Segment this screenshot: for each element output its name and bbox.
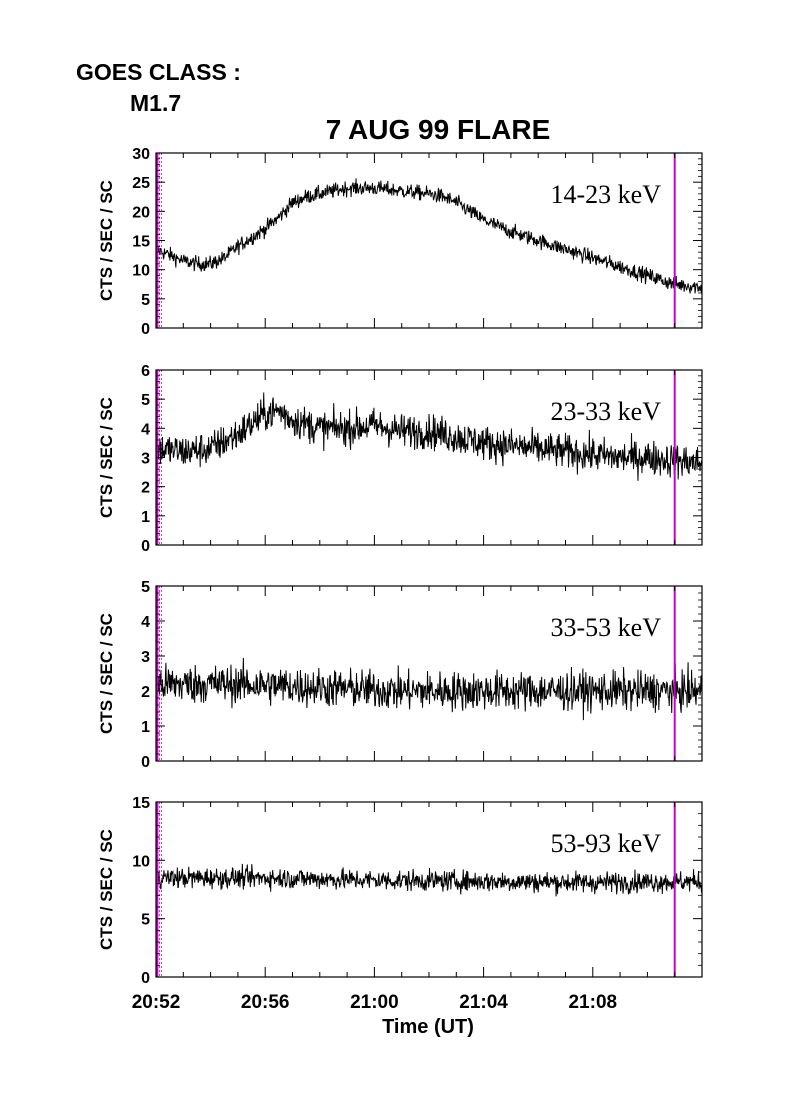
trace-line — [155, 863, 703, 897]
trace-23-33-kev — [155, 392, 703, 481]
y-tick-label: 3 — [141, 649, 150, 666]
axis-ticks: 0 1 2 3 4 5 — [141, 579, 703, 771]
y-tick-label: 15 — [132, 234, 150, 251]
axis-ticks: 0 5 10 15 20 25 30 — [132, 146, 703, 338]
y-axis-label: CTS / SEC / SC — [97, 829, 116, 950]
panel-14-23-kev: 0 5 10 15 20 25 30 14-23 keV CTS / SEC / SC — [97, 146, 703, 338]
axis-ticks: 0 1 2 3 4 5 6 — [141, 363, 703, 555]
x-tick-label: 20:56 — [241, 992, 290, 1013]
band-label: 23-33 keV — [551, 397, 662, 426]
x-tick-label: 21:00 — [350, 992, 399, 1013]
trace-14-23-kev — [155, 178, 703, 294]
x-tick-label: 20:52 — [132, 992, 181, 1013]
y-tick-label: 5 — [141, 912, 150, 929]
y-tick-label: 5 — [141, 292, 150, 309]
axis-ticks: 0 5 10 15 — [132, 795, 703, 987]
y-tick-label: 25 — [132, 175, 150, 192]
y-tick-label: 3 — [141, 451, 150, 468]
trace-33-53-kev — [155, 657, 703, 721]
trace-53-93-kev — [155, 863, 703, 897]
y-tick-label: 0 — [141, 538, 150, 555]
trace-line — [155, 657, 703, 721]
panel-53-93-kev: 0 5 10 15 53-93 keV CTS / SEC / SC — [97, 795, 703, 987]
trace-line — [155, 392, 703, 481]
y-tick-label: 20 — [132, 204, 150, 221]
y-tick-label: 2 — [141, 684, 150, 701]
y-axis-label: CTS / SEC / SC — [97, 397, 116, 518]
y-tick-label: 4 — [141, 421, 150, 438]
chart-title: 7 AUG 99 FLARE — [326, 114, 551, 145]
x-tick-label: 21:08 — [568, 992, 617, 1013]
panel-33-53-kev: 0 1 2 3 4 5 33-53 keV CTS / SEC / SC — [97, 579, 703, 771]
y-tick-label: 5 — [141, 392, 150, 409]
x-tick-labels: 20:52 20:56 21:00 21:04 21:08 — [132, 992, 617, 1013]
panel-23-33-kev: 0 1 2 3 4 5 6 23-33 keV CTS / SEC / SC — [97, 363, 703, 555]
band-label: 53-93 keV — [551, 829, 662, 858]
y-tick-label: 5 — [141, 579, 150, 596]
time-markers — [156, 802, 676, 977]
time-markers — [156, 586, 676, 761]
trace-line — [155, 178, 703, 294]
y-tick-label: 0 — [141, 321, 150, 338]
x-axis-label: Time (UT) — [382, 1016, 474, 1038]
goes-class-label: GOES CLASS : — [76, 59, 241, 85]
y-tick-label: 1 — [141, 719, 150, 736]
y-tick-label: 0 — [141, 970, 150, 987]
y-tick-label: 10 — [132, 263, 150, 280]
x-tick-label: 21:04 — [459, 992, 508, 1013]
y-tick-label: 6 — [141, 363, 150, 380]
y-tick-label: 10 — [132, 853, 150, 870]
y-tick-label: 4 — [141, 614, 150, 631]
y-axis-label: CTS / SEC / SC — [97, 613, 116, 734]
band-label: 33-53 keV — [551, 613, 662, 642]
y-tick-label: 15 — [132, 795, 150, 812]
y-tick-label: 30 — [132, 146, 150, 163]
y-axis-label: CTS / SEC / SC — [97, 180, 116, 301]
goes-class-value: M1.7 — [130, 90, 181, 116]
y-tick-label: 2 — [141, 480, 150, 497]
y-tick-label: 0 — [141, 754, 150, 771]
band-label: 14-23 keV — [551, 180, 662, 209]
y-tick-label: 1 — [141, 509, 150, 526]
